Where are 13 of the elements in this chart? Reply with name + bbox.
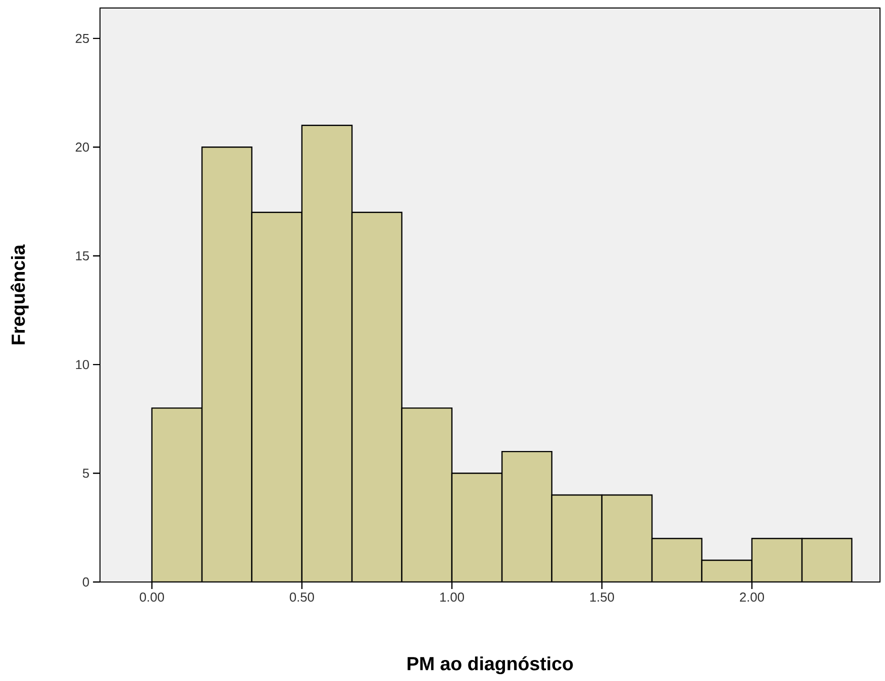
x-tick-label: 1.00: [440, 592, 464, 602]
y-tick-label: 5: [82, 468, 89, 478]
x-tick-label: 0.00: [140, 592, 164, 602]
x-tick-label: 0.50: [290, 592, 314, 602]
y-tick-label: 10: [76, 360, 89, 370]
y-tick-label: 25: [76, 34, 89, 44]
y-axis-title: Frequência: [10, 244, 29, 344]
y-tick-label: 15: [76, 251, 89, 260]
x-axis-title: PM ao diagnóstico: [408, 656, 573, 674]
x-tick-label: 1.50: [590, 592, 614, 602]
y-tick-label: 0: [82, 577, 89, 587]
y-tick-label: 20: [76, 142, 89, 152]
x-tick-label: 2.00: [740, 592, 764, 602]
